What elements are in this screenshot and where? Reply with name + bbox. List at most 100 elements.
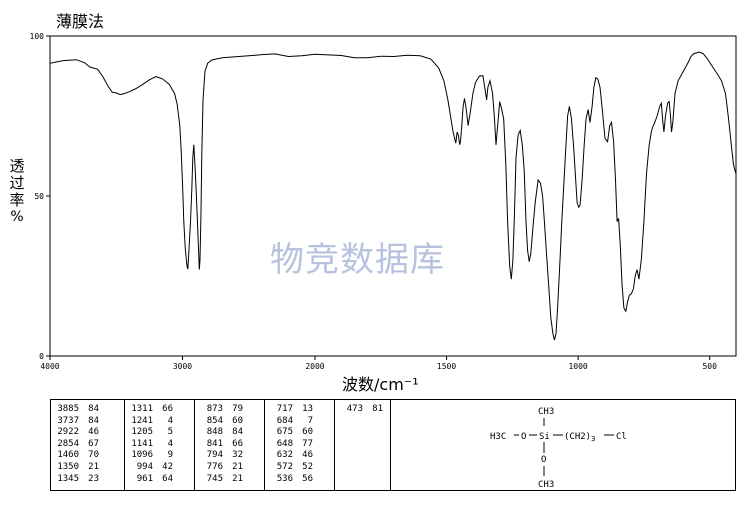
peak-wavenumber: 572 [276,461,293,472]
peak-transmittance: 4 [167,415,173,426]
peak-row: 848 84 [195,427,264,439]
peak-transmittance: 60 [232,415,243,426]
ir-spectrum-chart: 4000 3000 2000 1500 1000 500 0 50 100 [30,32,737,371]
y-label-char: 透 [9,157,25,175]
structure-bottom-group: CH3 [538,480,554,490]
peak-column: 3885 84 3737 84 2922 46 2854 67 1460 70 1350 21 1345… [51,400,125,490]
x-tick-label: 1000 [568,362,587,371]
structure-si: Si [539,432,550,442]
y-label-unit: % [10,209,24,225]
peak-row: 1311 66 [125,404,194,416]
peak-row: 1350 21 [51,462,124,474]
y-axis-label: 透 过 率 % [6,158,28,226]
peak-row: 961 64 [125,474,194,486]
peak-transmittance: 77 [302,438,313,449]
peak-wavenumber: 536 [276,473,293,484]
peak-row: 745 21 [195,474,264,486]
peak-column: 1311 66 1241 4 1205 5 1141 4 1096 9 994 42 961 64 [125,400,195,490]
peak-transmittance: 9 [167,450,173,461]
peak-row: 1141 4 [125,439,194,451]
x-tick-label: 1500 [437,362,456,371]
peak-wavenumber: 1350 [57,461,79,472]
structure-chain-sub: 3 [591,435,595,443]
peak-transmittance: 70 [88,450,99,461]
peak-row: 776 21 [195,462,264,474]
peak-wavenumber: 717 [276,404,293,414]
peak-transmittance: 4 [167,438,173,449]
structure-panel: CH3 H3C O Si (CH2)3 Cl O CH3 [391,400,737,490]
peak-row: 648 77 [265,439,334,451]
y-label-char: 过 [9,174,25,192]
peak-row: 1345 23 [51,474,124,486]
structure-top-group: CH3 [538,407,554,417]
peak-transmittance: 56 [302,473,313,484]
peak-column: 717 13 684 7 675 60 648 77 632 46 572 52 536 56 [265,400,335,490]
peak-transmittance: 46 [302,450,313,461]
peak-table: 3885 84 3737 84 2922 46 2854 67 1460 70 1350 21 1345… [50,399,736,491]
peak-row: 794 32 [195,450,264,462]
peak-row: 873 79 [195,404,264,416]
peak-row: 3885 84 [51,404,124,416]
x-tick-label: 500 [702,362,717,371]
peak-row: 3737 84 [51,416,124,428]
peak-transmittance: 81 [372,404,383,414]
peak-transmittance: 7 [307,415,313,426]
peak-row: 717 13 [265,404,334,416]
peak-wavenumber: 1345 [57,473,79,484]
peak-wavenumber: 2922 [57,427,79,438]
peak-transmittance: 46 [88,427,99,438]
peak-wavenumber: 1096 [131,450,153,461]
peak-transmittance: 32 [232,450,243,461]
structure-bottom-o: O [541,455,546,465]
peak-wavenumber: 632 [276,450,293,461]
peak-row: 1096 9 [125,450,194,462]
peak-transmittance: 42 [162,461,173,472]
peak-transmittance: 60 [302,427,313,438]
peak-transmittance: 64 [162,473,173,484]
peak-wavenumber: 1460 [57,450,79,461]
peak-transmittance: 84 [88,404,99,414]
peak-wavenumber: 1141 [131,438,153,449]
x-tick-label: 4000 [40,362,59,371]
structure-chain: (CH2)3 [564,432,595,443]
peak-transmittance: 79 [232,404,243,414]
plot-frame [49,35,737,357]
peak-row: 684 7 [265,416,334,428]
peak-row: 854 60 [195,416,264,428]
x-tick-label: 3000 [173,362,192,371]
x-tick-label: 2000 [305,362,324,371]
structure-chain-open: (CH2) [564,432,591,442]
peak-row: 572 52 [265,462,334,474]
peak-transmittance: 23 [88,473,99,484]
peak-transmittance: 67 [88,438,99,449]
peak-wavenumber: 794 [206,450,223,461]
peak-transmittance: 21 [232,473,243,484]
peak-transmittance: 84 [232,427,243,438]
y-tick-label: 100 [30,32,45,41]
structure-left-group: H3C [490,432,506,442]
peak-wavenumber: 776 [206,461,223,472]
peak-transmittance: 66 [162,404,173,414]
peak-wavenumber: 1205 [131,427,153,438]
structure-left-o: O [521,432,526,442]
structure-chain-end: Cl [616,432,627,442]
peak-wavenumber: 3885 [57,404,79,414]
peak-wavenumber: 848 [206,427,223,438]
peak-transmittance: 84 [88,415,99,426]
peak-wavenumber: 1241 [131,415,153,426]
peak-row: 994 42 [125,462,194,474]
peak-transmittance: 5 [167,427,173,438]
peak-wavenumber: 473 [346,404,363,414]
peak-wavenumber: 1311 [131,404,153,414]
peak-row: 2922 46 [51,427,124,439]
peak-row: 1241 4 [125,416,194,428]
peak-column: 873 79 854 60 848 84 841 66 794 32 776 21 745 21 [195,400,265,490]
peak-wavenumber: 841 [206,438,223,449]
structure-diagram: CH3 H3C O Si (CH2)3 Cl O CH3 [490,407,627,490]
peak-wavenumber: 854 [206,415,223,426]
peak-transmittance: 21 [232,461,243,472]
y-label-char: 率 [9,191,25,209]
peak-wavenumber: 675 [276,427,293,438]
watermark-text: 物竞数据库 [270,240,445,280]
chart-title: 薄膜法 [56,12,105,31]
